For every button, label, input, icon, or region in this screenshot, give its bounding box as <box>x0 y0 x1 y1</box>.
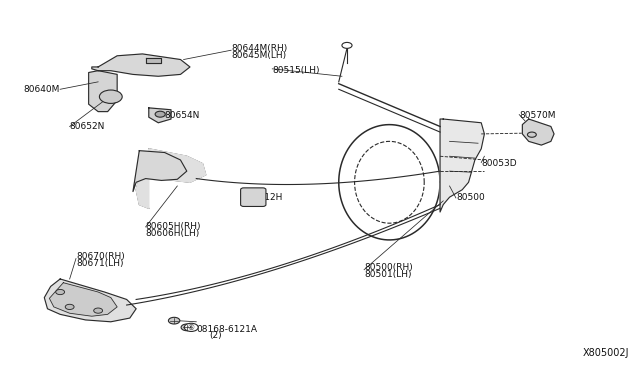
Text: 80645M(LH): 80645M(LH) <box>231 51 286 60</box>
Circle shape <box>56 289 65 295</box>
Polygon shape <box>133 151 187 192</box>
Polygon shape <box>136 149 206 208</box>
Polygon shape <box>522 119 554 145</box>
Circle shape <box>99 90 122 103</box>
Text: 80500: 80500 <box>456 193 484 202</box>
Text: 80652N: 80652N <box>70 122 105 131</box>
Text: 80053D: 80053D <box>481 159 517 168</box>
Text: 80640M: 80640M <box>24 85 60 94</box>
FancyBboxPatch shape <box>241 188 266 206</box>
Circle shape <box>342 42 352 48</box>
Circle shape <box>168 317 180 324</box>
Circle shape <box>65 304 74 310</box>
Text: 80605H(RH): 80605H(RH) <box>146 222 201 231</box>
Text: 80312H: 80312H <box>247 193 282 202</box>
Circle shape <box>527 132 536 137</box>
Text: 80515(LH): 80515(LH) <box>272 66 320 75</box>
Polygon shape <box>92 54 190 76</box>
Polygon shape <box>49 283 117 316</box>
Circle shape <box>155 111 165 117</box>
Circle shape <box>181 324 193 331</box>
Polygon shape <box>440 119 484 212</box>
Circle shape <box>184 323 198 331</box>
Text: 80501(LH): 80501(LH) <box>364 270 412 279</box>
Text: 80670(RH): 80670(RH) <box>76 252 125 261</box>
Text: 80654N: 80654N <box>164 111 200 120</box>
Polygon shape <box>148 108 171 123</box>
Text: 80500(RH): 80500(RH) <box>364 263 413 272</box>
Polygon shape <box>44 279 136 322</box>
Text: 08168-6121A: 08168-6121A <box>196 325 257 334</box>
Polygon shape <box>89 71 117 112</box>
Text: X805002J: X805002J <box>582 349 629 358</box>
Text: ⑥: ⑥ <box>188 323 195 332</box>
Polygon shape <box>146 58 161 63</box>
Text: 80606H(LH): 80606H(LH) <box>146 229 200 238</box>
Text: (2): (2) <box>209 331 221 340</box>
Text: 80570M: 80570M <box>519 111 556 120</box>
Circle shape <box>93 308 102 313</box>
Text: 80644M(RH): 80644M(RH) <box>231 44 287 53</box>
Text: 80671(LH): 80671(LH) <box>76 259 124 268</box>
